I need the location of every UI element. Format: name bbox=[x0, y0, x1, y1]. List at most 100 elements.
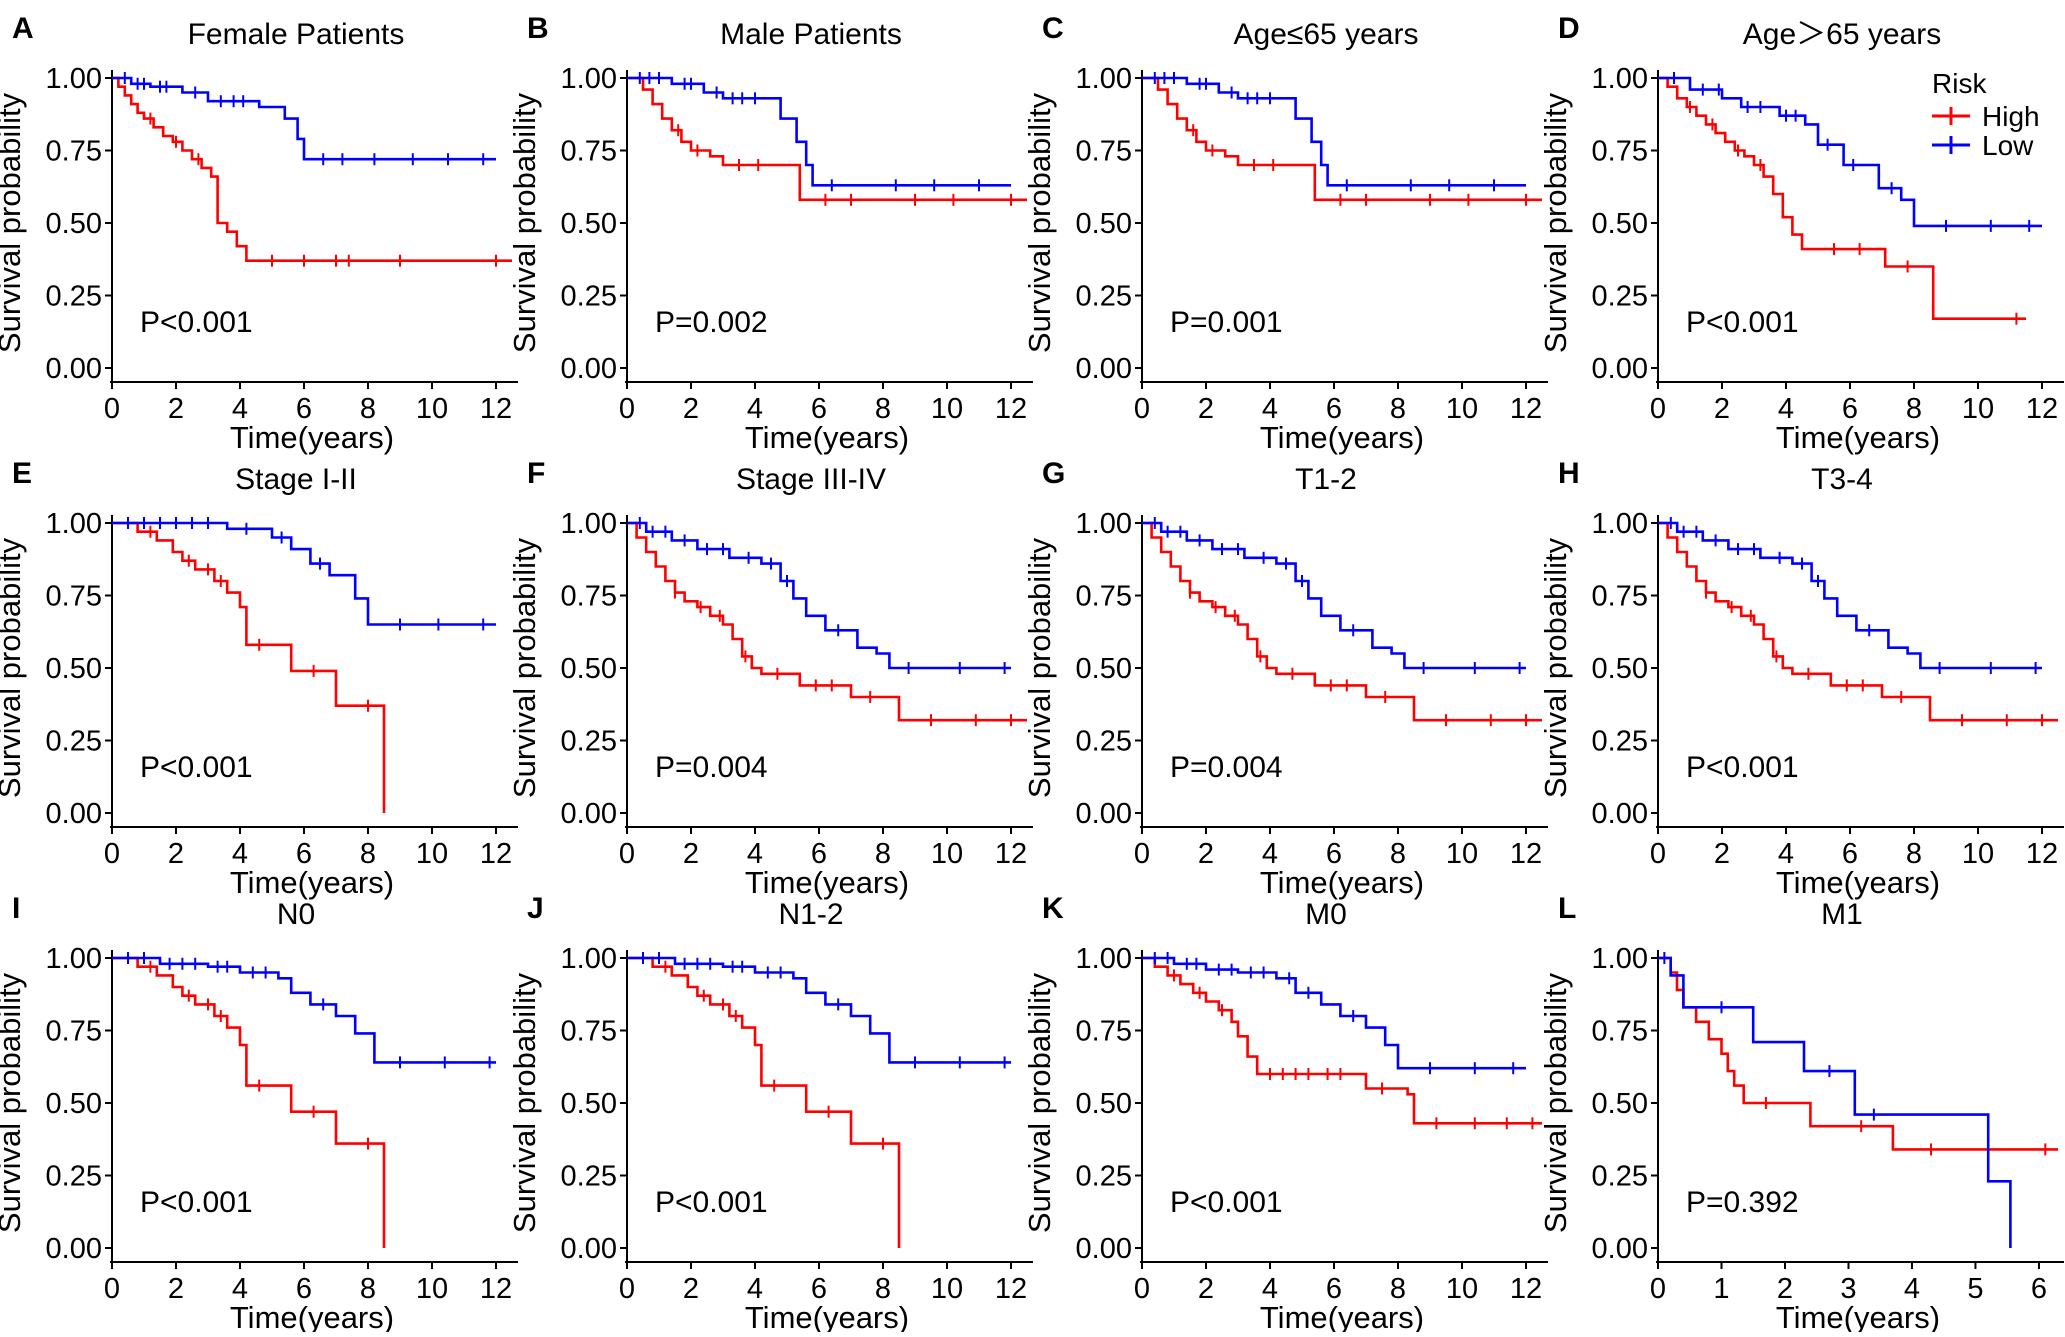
x-axis-title: Time(years) bbox=[1260, 420, 1424, 455]
x-tick-label: 12 bbox=[1510, 838, 1542, 870]
x-tick-label: 0 bbox=[1134, 1273, 1150, 1305]
x-tick-label: 8 bbox=[875, 393, 891, 425]
km-curve-high bbox=[1658, 76, 2026, 320]
y-axis-title: Survival probability bbox=[0, 972, 27, 1233]
y-tick-label: 0.00 bbox=[561, 1233, 617, 1265]
y-tick-label: 1.00 bbox=[1076, 63, 1132, 95]
km-curve-high bbox=[112, 76, 512, 262]
y-tick-label: 1.00 bbox=[561, 943, 617, 975]
p-value: P<0.001 bbox=[140, 1186, 253, 1219]
x-tick-label: 4 bbox=[747, 838, 763, 870]
km-curve-high bbox=[1658, 521, 2058, 722]
x-axis-title: Time(years) bbox=[1776, 865, 1940, 900]
x-tick-label: 10 bbox=[1446, 393, 1478, 425]
x-tick-label: 4 bbox=[232, 1273, 248, 1305]
x-tick-label: 10 bbox=[1446, 1273, 1478, 1305]
x-tick-label: 6 bbox=[2031, 1273, 2047, 1305]
p-value: P=0.002 bbox=[655, 306, 768, 339]
x-tick-label: 2 bbox=[1198, 838, 1214, 870]
x-tick-label: 12 bbox=[480, 1273, 512, 1305]
panel-letter: F bbox=[527, 457, 545, 490]
x-tick-label: 2 bbox=[1777, 1273, 1793, 1305]
panel-title: Male Patients bbox=[720, 18, 902, 51]
panel-title: M0 bbox=[1305, 898, 1347, 931]
x-tick-label: 6 bbox=[296, 1273, 312, 1305]
y-tick-label: 1.00 bbox=[1076, 943, 1132, 975]
x-tick-label: 10 bbox=[416, 393, 448, 425]
y-tick-label: 0.50 bbox=[1592, 208, 1648, 240]
x-tick-label: 12 bbox=[1510, 393, 1542, 425]
p-value: P<0.001 bbox=[655, 1186, 768, 1219]
y-tick-label: 0.00 bbox=[1076, 798, 1132, 830]
km-curve-high bbox=[1658, 956, 2058, 1151]
y-tick-label: 0.75 bbox=[46, 1016, 102, 1048]
y-tick-label: 0.50 bbox=[1592, 1088, 1648, 1120]
y-tick-label: 1.00 bbox=[1592, 63, 1648, 95]
km-curve-low bbox=[627, 956, 1011, 1064]
y-tick-label: 0.75 bbox=[1592, 581, 1648, 613]
x-tick-label: 8 bbox=[360, 393, 376, 425]
y-tick-label: 0.00 bbox=[1076, 1233, 1132, 1265]
panels-layer: A Female Patients 0.00 0.25 0.50 0.75 1.00 0 2 4 6… bbox=[0, 12, 2064, 1335]
legend-entry-low: Low bbox=[1932, 130, 2034, 161]
y-tick-label: 0.75 bbox=[1592, 1016, 1648, 1048]
x-axis-title: Time(years) bbox=[230, 1300, 394, 1332]
y-tick-label: 1.00 bbox=[1076, 508, 1132, 540]
x-tick-label: 10 bbox=[1446, 838, 1478, 870]
y-tick-label: 0.25 bbox=[561, 726, 617, 758]
y-tick-label: 1.00 bbox=[1592, 508, 1648, 540]
x-tick-label: 12 bbox=[995, 1273, 1027, 1305]
y-tick-label: 0.00 bbox=[1592, 353, 1648, 385]
km-curve-low bbox=[1142, 76, 1526, 187]
y-tick-label: 0.75 bbox=[561, 581, 617, 613]
panel-f: F Stage III-IV 0.00 0.25 0.50 0.75 1.00 0 2 4 6 8 10… bbox=[507, 457, 1033, 900]
p-value: P=0.001 bbox=[1170, 306, 1283, 339]
x-tick-label: 8 bbox=[360, 1273, 376, 1305]
y-axis-title: Survival probability bbox=[1022, 537, 1057, 798]
x-tick-label: 12 bbox=[2026, 393, 2058, 425]
x-tick-label: 2 bbox=[1198, 393, 1214, 425]
y-tick-label: 1.00 bbox=[561, 508, 617, 540]
x-axis-title: Time(years) bbox=[745, 420, 909, 455]
y-tick-label: 0.00 bbox=[1076, 353, 1132, 385]
x-tick-label: 12 bbox=[2026, 838, 2058, 870]
y-tick-label: 0.25 bbox=[1592, 726, 1648, 758]
y-tick-label: 0.75 bbox=[46, 136, 102, 168]
panel-letter: L bbox=[1558, 892, 1576, 925]
y-axis-title: Survival probability bbox=[1538, 92, 1573, 353]
x-axis-title: Time(years) bbox=[1260, 865, 1424, 900]
x-tick-label: 0 bbox=[1650, 1273, 1666, 1305]
panel-letter: I bbox=[12, 892, 20, 925]
x-tick-label: 10 bbox=[416, 838, 448, 870]
p-value: P<0.001 bbox=[1686, 306, 1799, 339]
panel-letter: C bbox=[1042, 12, 1064, 45]
x-tick-label: 0 bbox=[1650, 393, 1666, 425]
y-axis-title: Survival probability bbox=[1022, 92, 1057, 353]
y-tick-label: 0.25 bbox=[46, 1161, 102, 1193]
panel-letter: A bbox=[12, 12, 34, 45]
x-tick-label: 12 bbox=[995, 393, 1027, 425]
y-tick-label: 0.25 bbox=[1592, 281, 1648, 313]
x-tick-label: 6 bbox=[811, 393, 827, 425]
legend-title: Risk bbox=[1932, 68, 1987, 99]
y-tick-label: 0.25 bbox=[561, 281, 617, 313]
x-tick-label: 4 bbox=[232, 838, 248, 870]
legend-label-high: High bbox=[1982, 101, 2040, 132]
y-tick-label: 0.00 bbox=[1592, 798, 1648, 830]
panel-e: E Stage I-II 0.00 0.25 0.50 0.75 1.00 0 2 4 6 8 10 12… bbox=[0, 457, 518, 900]
y-axis-title: Survival probability bbox=[1022, 972, 1057, 1233]
p-value: P<0.001 bbox=[140, 751, 253, 784]
km-curve-low bbox=[1658, 76, 2042, 228]
panel-title: T3-4 bbox=[1811, 463, 1873, 496]
y-tick-label: 0.50 bbox=[1592, 653, 1648, 685]
y-tick-label: 0.75 bbox=[46, 581, 102, 613]
km-curve-low bbox=[112, 956, 496, 1064]
x-axis-title: Time(years) bbox=[230, 865, 394, 900]
y-tick-label: 0.00 bbox=[561, 353, 617, 385]
panel-d: D Age＞65 years 0.00 0.25 0.50 0.75 1.00 0 2 4 6 8 10… bbox=[1538, 12, 2064, 455]
x-tick-label: 5 bbox=[1967, 1273, 1983, 1305]
p-value: P=0.392 bbox=[1686, 1186, 1799, 1219]
p-value: P<0.001 bbox=[140, 306, 253, 339]
x-tick-label: 0 bbox=[619, 838, 635, 870]
